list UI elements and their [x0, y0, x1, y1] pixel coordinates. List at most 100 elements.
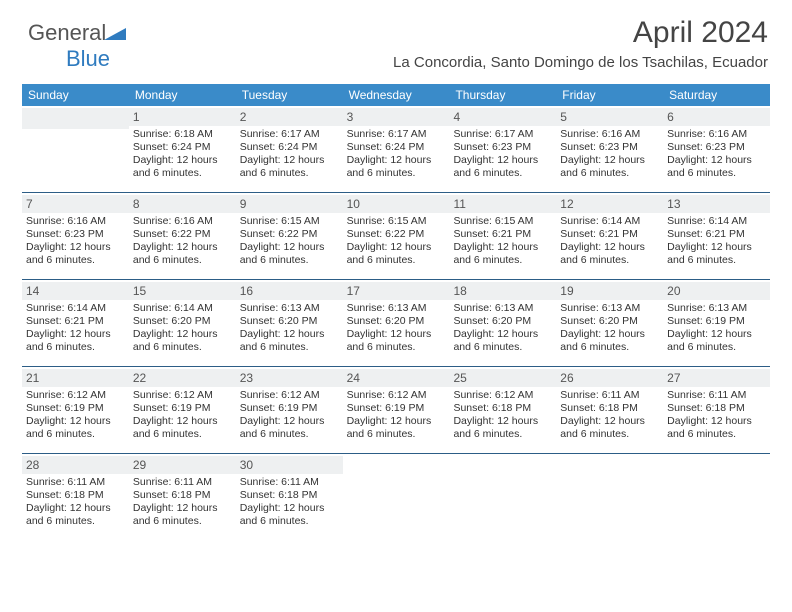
day-details: Sunrise: 6:14 AMSunset: 6:21 PMDaylight:…	[560, 215, 659, 268]
day-detail-line: and 6 minutes.	[453, 341, 552, 354]
day-details: Sunrise: 6:12 AMSunset: 6:19 PMDaylight:…	[240, 389, 339, 442]
day-detail-line: Sunset: 6:19 PM	[347, 402, 446, 415]
day-number: 11	[449, 195, 556, 213]
day-detail-line: Daylight: 12 hours	[560, 415, 659, 428]
day-detail-line: Sunrise: 6:11 AM	[133, 476, 232, 489]
day-details: Sunrise: 6:15 AMSunset: 6:21 PMDaylight:…	[453, 215, 552, 268]
day-number: 23	[236, 369, 343, 387]
day-detail-line: Sunrise: 6:18 AM	[133, 128, 232, 141]
day-number: 10	[343, 195, 450, 213]
day-detail-line: and 6 minutes.	[667, 341, 766, 354]
day-number: 28	[22, 456, 129, 474]
day-detail-line: Sunset: 6:20 PM	[453, 315, 552, 328]
day-detail-line: Daylight: 12 hours	[453, 415, 552, 428]
day-detail-line: Daylight: 12 hours	[453, 328, 552, 341]
day-detail-line: Daylight: 12 hours	[347, 328, 446, 341]
day-detail-line: Sunset: 6:23 PM	[26, 228, 125, 241]
day-details: Sunrise: 6:13 AMSunset: 6:20 PMDaylight:…	[560, 302, 659, 355]
day-details: Sunrise: 6:11 AMSunset: 6:18 PMDaylight:…	[26, 476, 125, 529]
day-number: 14	[22, 282, 129, 300]
day-detail-line: Sunset: 6:18 PM	[26, 489, 125, 502]
day-detail-line: Sunset: 6:21 PM	[453, 228, 552, 241]
day-detail-line: and 6 minutes.	[347, 167, 446, 180]
calendar-day: 10 Sunrise: 6:15 AMSunset: 6:22 PMDayligh…	[343, 193, 450, 279]
calendar-day: 20Sunrise: 6:13 AMSunset: 6:19 PMDayligh…	[663, 280, 770, 366]
day-detail-line: Sunrise: 6:15 AM	[347, 215, 446, 228]
day-number: 5	[556, 108, 663, 126]
day-detail-line: Sunset: 6:21 PM	[26, 315, 125, 328]
calendar-week: 7Sunrise: 6:16 AMSunset: 6:23 PMDaylight…	[22, 193, 770, 280]
calendar-day: 22Sunrise: 6:12 AMSunset: 6:19 PMDayligh…	[129, 367, 236, 453]
day-detail-line: Daylight: 12 hours	[240, 154, 339, 167]
day-detail-line: Daylight: 12 hours	[560, 241, 659, 254]
day-details: Sunrise: 6:17 AMSunset: 6:23 PMDaylight:…	[453, 128, 552, 181]
day-details: Sunrise: 6:13 AMSunset: 6:20 PMDaylight:…	[240, 302, 339, 355]
day-details: Sunrise: 6:15 AMSunset: 6:22 PMDaylight:…	[240, 215, 339, 268]
calendar-day: 9Sunrise: 6:15 AMSunset: 6:22 PMDaylight…	[236, 193, 343, 279]
day-details: Sunrise: 6:17 AMSunset: 6:24 PMDaylight:…	[347, 128, 446, 181]
calendar-day: 3 Sunrise: 6:17 AMSunset: 6:24 PMDaylight…	[343, 106, 450, 192]
day-detail-line: Sunset: 6:18 PM	[667, 402, 766, 415]
day-detail-line: Daylight: 12 hours	[347, 415, 446, 428]
day-details: Sunrise: 6:14 AMSunset: 6:21 PMDaylight:…	[667, 215, 766, 268]
day-number: 19	[556, 282, 663, 300]
day-number: 17	[343, 282, 450, 300]
day-details: Sunrise: 6:11 AMSunset: 6:18 PMDaylight:…	[133, 476, 232, 529]
day-detail-line: Sunrise: 6:14 AM	[133, 302, 232, 315]
day-details: Sunrise: 6:16 AMSunset: 6:23 PMDaylight:…	[667, 128, 766, 181]
day-detail-line: Daylight: 12 hours	[560, 328, 659, 341]
day-number	[22, 108, 129, 129]
day-detail-line: Sunset: 6:19 PM	[667, 315, 766, 328]
brand-triangle-icon	[104, 24, 126, 40]
day-number: 29	[129, 456, 236, 474]
calendar-day: 24Sunrise: 6:12 AMSunset: 6:19 PMDayligh…	[343, 367, 450, 453]
day-details: Sunrise: 6:15 AMSunset: 6:22 PMDaylight:…	[347, 215, 446, 268]
day-detail-line: Sunset: 6:19 PM	[133, 402, 232, 415]
day-detail-line: Sunrise: 6:13 AM	[667, 302, 766, 315]
day-detail-line: Sunset: 6:22 PM	[347, 228, 446, 241]
day-detail-line: Sunrise: 6:14 AM	[667, 215, 766, 228]
page-subtitle: La Concordia, Santo Domingo de los Tsach…	[393, 54, 768, 71]
day-details: Sunrise: 6:12 AMSunset: 6:19 PMDaylight:…	[26, 389, 125, 442]
day-detail-line: Sunset: 6:18 PM	[133, 489, 232, 502]
calendar-day	[22, 106, 129, 192]
day-detail-line: Sunset: 6:20 PM	[347, 315, 446, 328]
day-detail-line: Sunset: 6:22 PM	[240, 228, 339, 241]
calendar-day: 13Sunrise: 6:14 AMSunset: 6:21 PMDayligh…	[663, 193, 770, 279]
day-detail-line: Daylight: 12 hours	[347, 154, 446, 167]
day-details: Sunrise: 6:17 AMSunset: 6:24 PMDaylight:…	[240, 128, 339, 181]
day-of-week-header: Sunday Monday Tuesday Wednesday Thursday…	[22, 84, 770, 106]
day-detail-line: Sunrise: 6:13 AM	[347, 302, 446, 315]
day-detail-line: and 6 minutes.	[133, 341, 232, 354]
day-number: 8	[129, 195, 236, 213]
day-detail-line: and 6 minutes.	[560, 254, 659, 267]
calendar-day: 29 Sunrise: 6:11 AMSunset: 6:18 PMDayligh…	[129, 454, 236, 540]
day-detail-line: and 6 minutes.	[26, 341, 125, 354]
calendar-grid: Sunday Monday Tuesday Wednesday Thursday…	[22, 84, 770, 540]
day-number: 20	[663, 282, 770, 300]
day-detail-line: Sunrise: 6:15 AM	[453, 215, 552, 228]
day-detail-line: Daylight: 12 hours	[133, 415, 232, 428]
day-detail-line: and 6 minutes.	[453, 167, 552, 180]
day-detail-line: Sunrise: 6:15 AM	[240, 215, 339, 228]
dow-tuesday: Tuesday	[236, 84, 343, 106]
day-detail-line: and 6 minutes.	[26, 428, 125, 441]
day-detail-line: Sunset: 6:20 PM	[133, 315, 232, 328]
day-number: 21	[22, 369, 129, 387]
day-number: 3	[343, 108, 450, 126]
day-detail-line: Sunset: 6:24 PM	[133, 141, 232, 154]
day-detail-line: Sunrise: 6:17 AM	[240, 128, 339, 141]
day-detail-line: Sunset: 6:21 PM	[560, 228, 659, 241]
day-detail-line: Sunrise: 6:12 AM	[347, 389, 446, 402]
day-detail-line: and 6 minutes.	[133, 167, 232, 180]
calendar-day: 14Sunrise: 6:14 AMSunset: 6:21 PMDayligh…	[22, 280, 129, 366]
day-detail-line: and 6 minutes.	[26, 515, 125, 528]
day-number: 22	[129, 369, 236, 387]
day-details: Sunrise: 6:13 AMSunset: 6:20 PMDaylight:…	[453, 302, 552, 355]
day-detail-line: Sunrise: 6:17 AM	[453, 128, 552, 141]
day-detail-line: Daylight: 12 hours	[240, 328, 339, 341]
day-detail-line: Sunset: 6:23 PM	[560, 141, 659, 154]
calendar-week: 14 Sunrise: 6:14 AM Sunset: 6:21 PM Dayligh…	[22, 280, 770, 367]
day-number: 30	[236, 456, 343, 474]
calendar-day: 26Sunrise: 6:11 AMSunset: 6:18 PMDayligh…	[556, 367, 663, 453]
